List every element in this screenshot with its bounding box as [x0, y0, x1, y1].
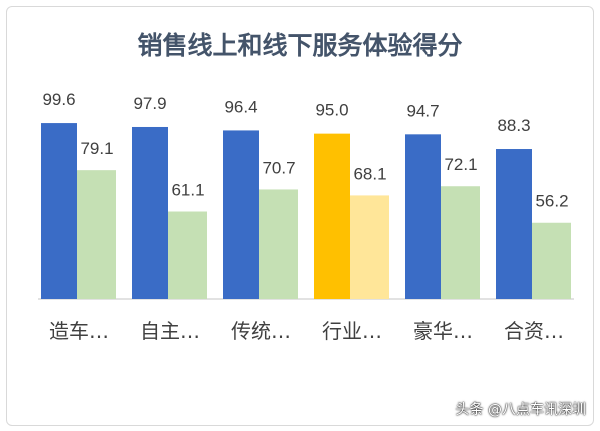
- data-label: 70.7: [262, 158, 295, 177]
- x-tick-label: 传统…: [231, 319, 291, 343]
- bar-series2: [77, 170, 116, 299]
- bar-series1: [314, 133, 350, 299]
- data-label: 88.3: [497, 116, 530, 135]
- x-tick-label: 豪华…: [413, 319, 473, 343]
- watermark: 头条 @八点车讯深圳: [455, 402, 586, 418]
- bar-series2: [259, 189, 298, 299]
- bar-series2: [532, 222, 571, 299]
- bar-series1: [41, 123, 77, 299]
- bar-series2: [350, 195, 389, 299]
- bar-series1: [132, 126, 168, 299]
- data-label: 56.2: [535, 192, 568, 211]
- data-label: 61.1: [171, 180, 204, 199]
- chart-frame: [6, 6, 594, 426]
- x-tick-label: 行业…: [322, 319, 382, 343]
- x-tick-label: 自主…: [140, 319, 200, 343]
- data-label: 99.6: [42, 90, 75, 109]
- bar-series2: [441, 186, 480, 299]
- bar-series1: [496, 149, 532, 299]
- x-tick-label: 造车…: [49, 319, 109, 343]
- data-label: 79.1: [80, 139, 113, 158]
- bar-series1: [223, 130, 259, 299]
- bar-series2: [168, 211, 207, 299]
- chart-title: 销售线上和线下服务体验得分: [137, 31, 463, 60]
- data-label: 72.1: [444, 155, 477, 174]
- data-label: 97.9: [133, 94, 166, 113]
- data-label: 94.7: [406, 101, 439, 120]
- data-label: 95.0: [315, 101, 348, 120]
- data-label: 96.4: [224, 97, 257, 116]
- bar-series1: [405, 134, 441, 299]
- data-label: 68.1: [353, 164, 386, 183]
- x-tick-label: 合资…: [504, 319, 564, 343]
